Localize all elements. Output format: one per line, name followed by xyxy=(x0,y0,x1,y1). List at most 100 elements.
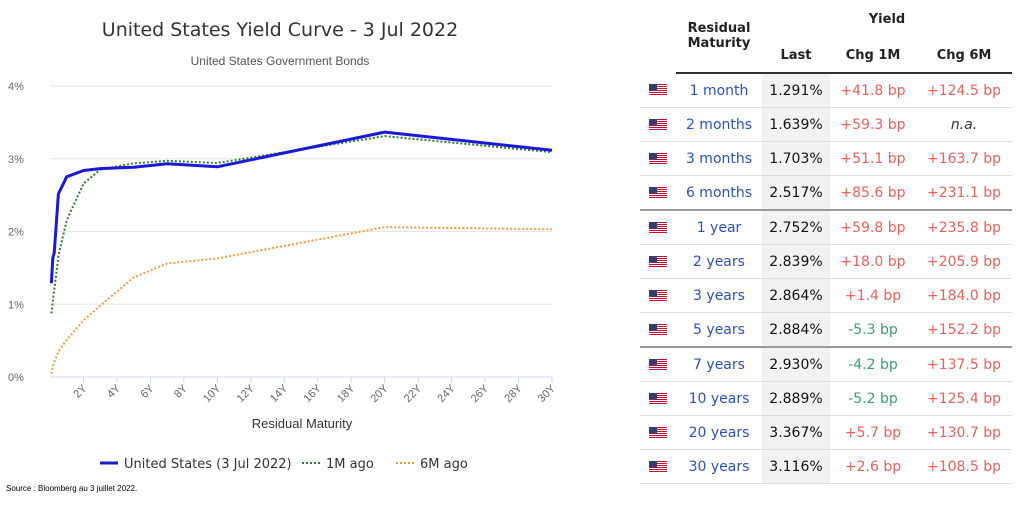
table-row: 7 years 2.930% -4.2 bp +137.5 bp xyxy=(640,347,1012,382)
chg1m-cell: +41.8 bp xyxy=(830,73,916,108)
x-tick-label: 6Y xyxy=(139,382,157,400)
col-last-header: Last xyxy=(762,38,830,74)
last-yield-cell: 2.864% xyxy=(762,278,830,313)
chg1m-cell: +18.0 bp xyxy=(830,244,916,279)
x-tick-label: 2Y xyxy=(72,382,90,400)
series-line-us xyxy=(49,130,553,284)
last-yield-cell: 2.884% xyxy=(762,312,830,348)
last-yield-cell: 3.367% xyxy=(762,415,830,450)
maturity-cell: 5 years xyxy=(676,312,762,348)
x-tick-label: 26Y xyxy=(469,382,492,405)
us-flag-icon xyxy=(640,73,676,108)
us-flag-icon xyxy=(640,210,676,245)
chg6m-cell: +137.5 bp xyxy=(916,347,1012,382)
table-row: 5 years 2.884% -5.3 bp +152.2 bp xyxy=(640,312,1012,348)
x-tick-label: 30Y xyxy=(536,382,559,405)
us-flag-icon xyxy=(640,175,676,211)
table-row: 1 month 1.291% +41.8 bp +124.5 bp xyxy=(640,73,1012,108)
us-flag-icon xyxy=(640,381,676,416)
series-line-6m-ago xyxy=(50,226,553,374)
chg1m-cell: -5.3 bp xyxy=(830,312,916,348)
chg6m-cell: +231.1 bp xyxy=(916,175,1012,211)
us-flag-icon xyxy=(640,415,676,450)
x-tick-label: 18Y xyxy=(335,382,358,405)
last-yield-cell: 2.839% xyxy=(762,244,830,279)
us-flag-icon xyxy=(640,244,676,279)
x-tick-label: 14Y xyxy=(268,382,291,405)
legend-1m-ago-label: 1M ago xyxy=(326,457,374,472)
us-flag-icon xyxy=(640,312,676,348)
x-tick-label: 20Y xyxy=(368,382,391,405)
chg1m-cell: +1.4 bp xyxy=(830,278,916,313)
maturity-cell: 30 years xyxy=(676,449,762,484)
table-row: 2 years 2.839% +18.0 bp +205.9 bp xyxy=(640,244,1012,279)
table-row: 6 months 2.517% +85.6 bp +231.1 bp xyxy=(640,175,1012,211)
last-yield-cell: 3.116% xyxy=(762,449,830,484)
maturity-cell: 7 years xyxy=(676,347,762,382)
x-tick-label: 16Y xyxy=(302,382,325,405)
chart-title: United States Yield Curve - 3 Jul 2022 xyxy=(102,19,458,41)
last-yield-cell: 2.752% xyxy=(762,210,830,245)
chg6m-cell: +124.5 bp xyxy=(916,73,1012,108)
x-axis-label: Residual Maturity xyxy=(252,416,353,431)
maturity-cell: 6 months xyxy=(676,175,762,211)
y-tick-label: 3% xyxy=(8,154,24,166)
chg6m-cell: n.a. xyxy=(916,107,1012,142)
y-tick-label: 4% xyxy=(8,81,24,93)
us-flag-icon xyxy=(640,141,676,176)
chg1m-cell: -5.2 bp xyxy=(830,381,916,416)
maturity-cell: 3 months xyxy=(676,141,762,176)
us-flag-icon xyxy=(640,278,676,313)
last-yield-cell: 2.517% xyxy=(762,175,830,211)
chg6m-cell: +235.8 bp xyxy=(916,210,1012,245)
us-flag-icon xyxy=(640,449,676,484)
col-chg6m-header: Chg 6M xyxy=(916,38,1012,74)
legend-us-label: United States (3 Jul 2022) xyxy=(124,457,292,472)
y-tick-label: 0% xyxy=(8,372,24,384)
yield-curve-chart: United States Yield Curve - 3 Jul 2022 Un… xyxy=(8,19,559,472)
maturity-cell: 10 years xyxy=(676,381,762,416)
x-tick-label: 8Y xyxy=(172,382,190,400)
col-chg1m-header: Chg 1M xyxy=(830,38,916,74)
chart-svg: United States Yield Curve - 3 Jul 2022 Un… xyxy=(8,19,559,472)
flag-header xyxy=(640,0,676,73)
chg6m-cell: +152.2 bp xyxy=(916,312,1012,348)
chg1m-cell: +85.6 bp xyxy=(830,175,916,211)
chg6m-cell: +130.7 bp xyxy=(916,415,1012,450)
yield-header: Yield xyxy=(868,11,906,27)
chg1m-cell: -4.2 bp xyxy=(830,347,916,382)
table-row: 10 years 2.889% -5.2 bp +125.4 bp xyxy=(640,381,1012,416)
us-flag-icon xyxy=(640,107,676,142)
y-tick-label: 2% xyxy=(8,227,24,239)
x-tick-label: 28Y xyxy=(502,382,525,405)
last-yield-cell: 1.703% xyxy=(762,141,830,176)
chart-subtitle: United States Government Bonds xyxy=(191,54,370,68)
us-flag-icon xyxy=(640,347,676,382)
x-tick-label: 12Y xyxy=(235,382,258,405)
last-yield-cell: 2.889% xyxy=(762,381,830,416)
chg6m-cell: +184.0 bp xyxy=(916,278,1012,313)
last-yield-cell: 1.639% xyxy=(762,107,830,142)
maturity-cell: 1 year xyxy=(676,210,762,245)
x-tick-label: 24Y xyxy=(435,382,458,405)
chg6m-cell: +108.5 bp xyxy=(916,449,1012,484)
chg6m-cell: +125.4 bp xyxy=(916,381,1012,416)
chg6m-cell: +163.7 bp xyxy=(916,141,1012,176)
series-line-1m-ago xyxy=(50,135,553,314)
table-row: 1 year 2.752% +59.8 bp +235.8 bp xyxy=(640,210,1012,245)
last-yield-cell: 1.291% xyxy=(762,73,830,108)
table-row: 20 years 3.367% +5.7 bp +130.7 bp xyxy=(640,415,1012,450)
maturity-cell: 2 years xyxy=(676,244,762,279)
table-row: 2 months 1.639% +59.3 bp n.a. xyxy=(640,107,1012,142)
chg1m-cell: +2.6 bp xyxy=(830,449,916,484)
last-yield-cell: 2.930% xyxy=(762,347,830,382)
table-row: 3 months 1.703% +51.1 bp +163.7 bp xyxy=(640,141,1012,176)
table-row: 3 years 2.864% +1.4 bp +184.0 bp xyxy=(640,278,1012,313)
chg1m-cell: +59.3 bp xyxy=(830,107,916,142)
maturity-header: Residual Maturity xyxy=(676,0,762,74)
maturity-cell: 3 years xyxy=(676,278,762,313)
y-tick-label: 1% xyxy=(8,299,24,311)
maturity-cell: 2 months xyxy=(676,107,762,142)
yield-table: Residual Maturity Yield Last Chg 1M Chg … xyxy=(640,0,1012,484)
chg1m-cell: +5.7 bp xyxy=(830,415,916,450)
